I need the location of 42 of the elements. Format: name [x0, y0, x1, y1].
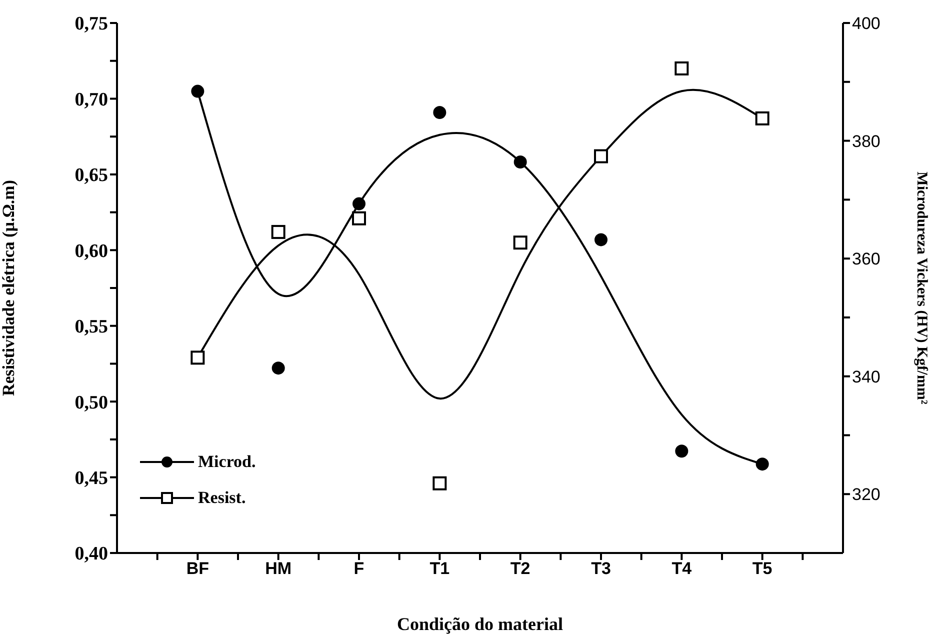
y2-tick-label: 320 — [852, 485, 880, 504]
legend-label: Resist. — [198, 488, 246, 508]
point — [191, 84, 204, 98]
point — [594, 149, 608, 164]
point — [432, 476, 447, 490]
x-tick-label: T2 — [510, 559, 530, 578]
point — [513, 236, 528, 250]
y2-tick-label: 380 — [852, 132, 880, 151]
point — [756, 458, 769, 471]
x-tick-label: T1 — [430, 559, 450, 578]
point — [352, 197, 366, 210]
y-tick-label: 0,70 — [74, 89, 108, 110]
point — [514, 155, 527, 168]
y-tick-label: 0,50 — [74, 392, 108, 414]
y2-axis-title: Microdureza Vickers (HV) Kgf/mm² — [914, 172, 930, 405]
y-tick-label: 0,45 — [74, 468, 108, 490]
point — [272, 362, 285, 375]
x-tick-label: T4 — [672, 559, 692, 578]
point — [271, 224, 286, 239]
point — [594, 233, 608, 246]
y2-tick-label: 400 — [852, 14, 880, 34]
y-tick-label: 0,75 — [74, 14, 108, 35]
point — [675, 444, 688, 458]
legend-label: Microd. — [198, 452, 256, 472]
y-axis-title: Resistividade elétrica (µ.Ω.m) — [0, 180, 18, 396]
point — [352, 211, 366, 226]
x-tick-label: BF — [186, 559, 210, 578]
y-tick-label: 0,40 — [74, 544, 108, 565]
point — [190, 350, 205, 365]
point — [755, 111, 770, 126]
y2-tick-label: 340 — [852, 367, 880, 386]
point — [674, 61, 689, 76]
x-axis-title: Condição do material — [397, 614, 563, 634]
y-tick-label: 0,65 — [74, 165, 108, 186]
x-tick-label: T3 — [591, 559, 611, 578]
y-tick-label: 0,60 — [74, 240, 108, 262]
x-tick-label: HM — [265, 559, 292, 578]
y2-tick-label: 360 — [852, 250, 880, 269]
x-tick-label: T5 — [752, 559, 772, 578]
point — [433, 106, 446, 120]
x-tick-label: F — [354, 559, 364, 578]
y-tick-label: 0,55 — [74, 316, 108, 338]
